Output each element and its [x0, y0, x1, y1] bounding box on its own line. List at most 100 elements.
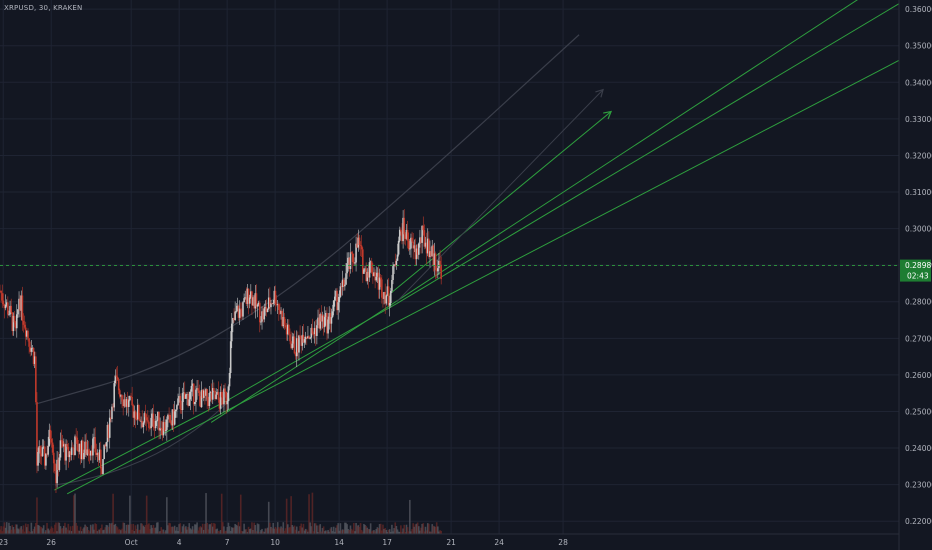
y-tick-label: 0.22000	[905, 517, 932, 526]
volume-bar	[201, 523, 204, 534]
volume-bar	[141, 523, 144, 534]
candle-body	[307, 336, 309, 339]
volume-bar	[220, 493, 223, 534]
volume-bar	[430, 531, 432, 534]
volume-bar	[58, 522, 61, 534]
volume-bar	[125, 524, 128, 534]
candle-body	[126, 399, 129, 407]
candle-body	[304, 336, 307, 340]
candle-body	[329, 313, 332, 324]
ticker-separator-1: ,	[34, 4, 39, 12]
candle-body	[238, 308, 241, 318]
candle-body	[383, 291, 385, 299]
candle-body	[410, 237, 412, 249]
candle-body	[40, 453, 43, 457]
dim-lower-curve	[54, 399, 231, 486]
candle-body	[121, 395, 123, 402]
last-price-badge	[900, 259, 931, 282]
candle-body	[127, 400, 130, 407]
candle-body	[123, 399, 126, 407]
volume-bar	[331, 531, 334, 534]
candle-body	[365, 268, 367, 282]
candle-body	[220, 392, 223, 398]
volume-bar	[389, 531, 392, 534]
candle-body	[433, 253, 436, 267]
volume-bar	[12, 527, 15, 534]
volume-bar	[254, 525, 257, 534]
volume-bar	[84, 524, 86, 534]
volume-bar	[429, 531, 431, 534]
candle-body	[11, 312, 14, 332]
volume-bar	[414, 524, 417, 534]
candle-body	[144, 413, 147, 418]
volume-bar	[24, 523, 27, 534]
candle-body	[67, 446, 70, 458]
volume-bar	[385, 529, 388, 534]
last-price-label: 0.28989	[905, 261, 932, 270]
candle-body	[190, 385, 193, 392]
volume-bar	[219, 529, 222, 534]
projection-arrow-head	[595, 88, 604, 98]
candle-body	[92, 438, 94, 456]
volume-bar	[243, 523, 245, 534]
candle-body	[325, 312, 327, 318]
volume-bar	[416, 522, 419, 534]
candle-body	[87, 449, 90, 454]
volume-bar	[143, 526, 146, 534]
volume-bar	[51, 528, 54, 534]
volume-bar	[152, 524, 155, 534]
volume-bar	[420, 527, 422, 534]
candle-body	[269, 297, 271, 308]
volume-bar	[216, 528, 219, 534]
volume-bar	[410, 531, 412, 534]
volume-bar	[391, 524, 393, 534]
volume-bar	[377, 528, 380, 534]
candle-body	[191, 383, 194, 386]
volume-bar	[224, 531, 226, 534]
candle-body	[206, 389, 208, 400]
volume-bar	[144, 525, 147, 534]
volume-bar	[64, 522, 66, 534]
candle-body	[98, 449, 101, 461]
volume-bar	[330, 527, 333, 534]
volume-bar	[413, 526, 416, 534]
volume-bar	[42, 525, 45, 534]
candle-body	[172, 409, 175, 425]
volume-bar	[369, 523, 372, 534]
volume-bar	[105, 524, 108, 534]
volume-bar	[196, 522, 198, 534]
candle-body	[143, 413, 146, 423]
volume-bar	[314, 523, 317, 534]
volume-bar	[425, 530, 428, 534]
candle-body	[341, 279, 344, 288]
volume-bar	[11, 525, 14, 534]
volume-bar	[228, 526, 231, 534]
candle-body	[197, 388, 199, 391]
candle-body	[409, 248, 411, 250]
candle-body	[58, 457, 61, 470]
volume-bar	[121, 528, 123, 534]
candle-body	[244, 297, 247, 299]
volume-bar	[291, 525, 294, 534]
candle-body	[264, 307, 267, 309]
candle-body	[335, 290, 337, 297]
candle-body	[205, 389, 207, 396]
candle-body	[15, 314, 18, 329]
candle-body	[252, 297, 254, 306]
volume-bar	[29, 531, 32, 534]
volume-bar	[131, 529, 133, 534]
volume-bar	[262, 531, 264, 534]
volume-bar	[309, 522, 311, 534]
candle-body	[387, 286, 390, 306]
candle-body	[47, 445, 49, 455]
volume-bar	[93, 529, 95, 534]
volume-bar	[336, 525, 338, 534]
volume-bar	[14, 524, 17, 534]
candle-body	[351, 253, 354, 262]
volume-bar	[127, 524, 130, 534]
candle-body	[178, 395, 180, 399]
candle-body	[33, 356, 36, 364]
